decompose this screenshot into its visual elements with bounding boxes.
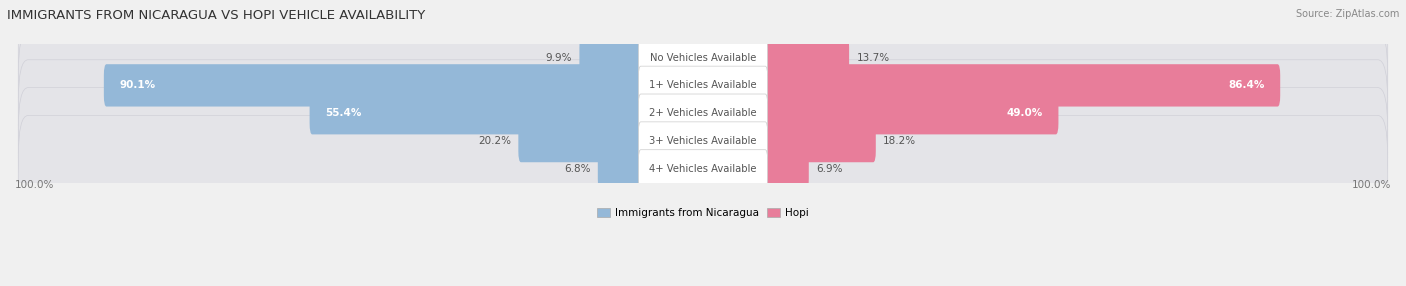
Text: 90.1%: 90.1% xyxy=(120,80,156,90)
FancyBboxPatch shape xyxy=(579,36,644,79)
Text: No Vehicles Available: No Vehicles Available xyxy=(650,53,756,63)
FancyBboxPatch shape xyxy=(638,94,768,132)
FancyBboxPatch shape xyxy=(762,120,876,162)
FancyBboxPatch shape xyxy=(598,148,644,190)
FancyBboxPatch shape xyxy=(18,32,1388,139)
Text: 86.4%: 86.4% xyxy=(1227,80,1264,90)
Text: IMMIGRANTS FROM NICARAGUA VS HOPI VEHICLE AVAILABILITY: IMMIGRANTS FROM NICARAGUA VS HOPI VEHICL… xyxy=(7,9,425,21)
Text: 6.9%: 6.9% xyxy=(815,164,842,174)
FancyBboxPatch shape xyxy=(762,36,849,79)
FancyBboxPatch shape xyxy=(18,88,1388,194)
FancyBboxPatch shape xyxy=(18,116,1388,223)
Text: 20.2%: 20.2% xyxy=(478,136,512,146)
Text: 100.0%: 100.0% xyxy=(15,180,55,190)
Text: 2+ Vehicles Available: 2+ Vehicles Available xyxy=(650,108,756,118)
FancyBboxPatch shape xyxy=(638,122,768,160)
Text: 4+ Vehicles Available: 4+ Vehicles Available xyxy=(650,164,756,174)
FancyBboxPatch shape xyxy=(638,38,768,77)
FancyBboxPatch shape xyxy=(762,64,1281,107)
FancyBboxPatch shape xyxy=(762,92,1059,134)
FancyBboxPatch shape xyxy=(18,60,1388,167)
FancyBboxPatch shape xyxy=(638,150,768,188)
FancyBboxPatch shape xyxy=(309,92,644,134)
Text: 13.7%: 13.7% xyxy=(856,53,890,63)
Text: 100.0%: 100.0% xyxy=(1351,180,1391,190)
FancyBboxPatch shape xyxy=(762,148,808,190)
Legend: Immigrants from Nicaragua, Hopi: Immigrants from Nicaragua, Hopi xyxy=(593,204,813,222)
FancyBboxPatch shape xyxy=(104,64,644,107)
Text: 6.8%: 6.8% xyxy=(564,164,591,174)
Text: 55.4%: 55.4% xyxy=(325,108,361,118)
Text: Source: ZipAtlas.com: Source: ZipAtlas.com xyxy=(1295,9,1399,19)
Text: 3+ Vehicles Available: 3+ Vehicles Available xyxy=(650,136,756,146)
FancyBboxPatch shape xyxy=(638,66,768,105)
FancyBboxPatch shape xyxy=(519,120,644,162)
Text: 49.0%: 49.0% xyxy=(1007,108,1043,118)
Text: 1+ Vehicles Available: 1+ Vehicles Available xyxy=(650,80,756,90)
Text: 9.9%: 9.9% xyxy=(546,53,572,63)
Text: 18.2%: 18.2% xyxy=(883,136,917,146)
FancyBboxPatch shape xyxy=(18,4,1388,111)
